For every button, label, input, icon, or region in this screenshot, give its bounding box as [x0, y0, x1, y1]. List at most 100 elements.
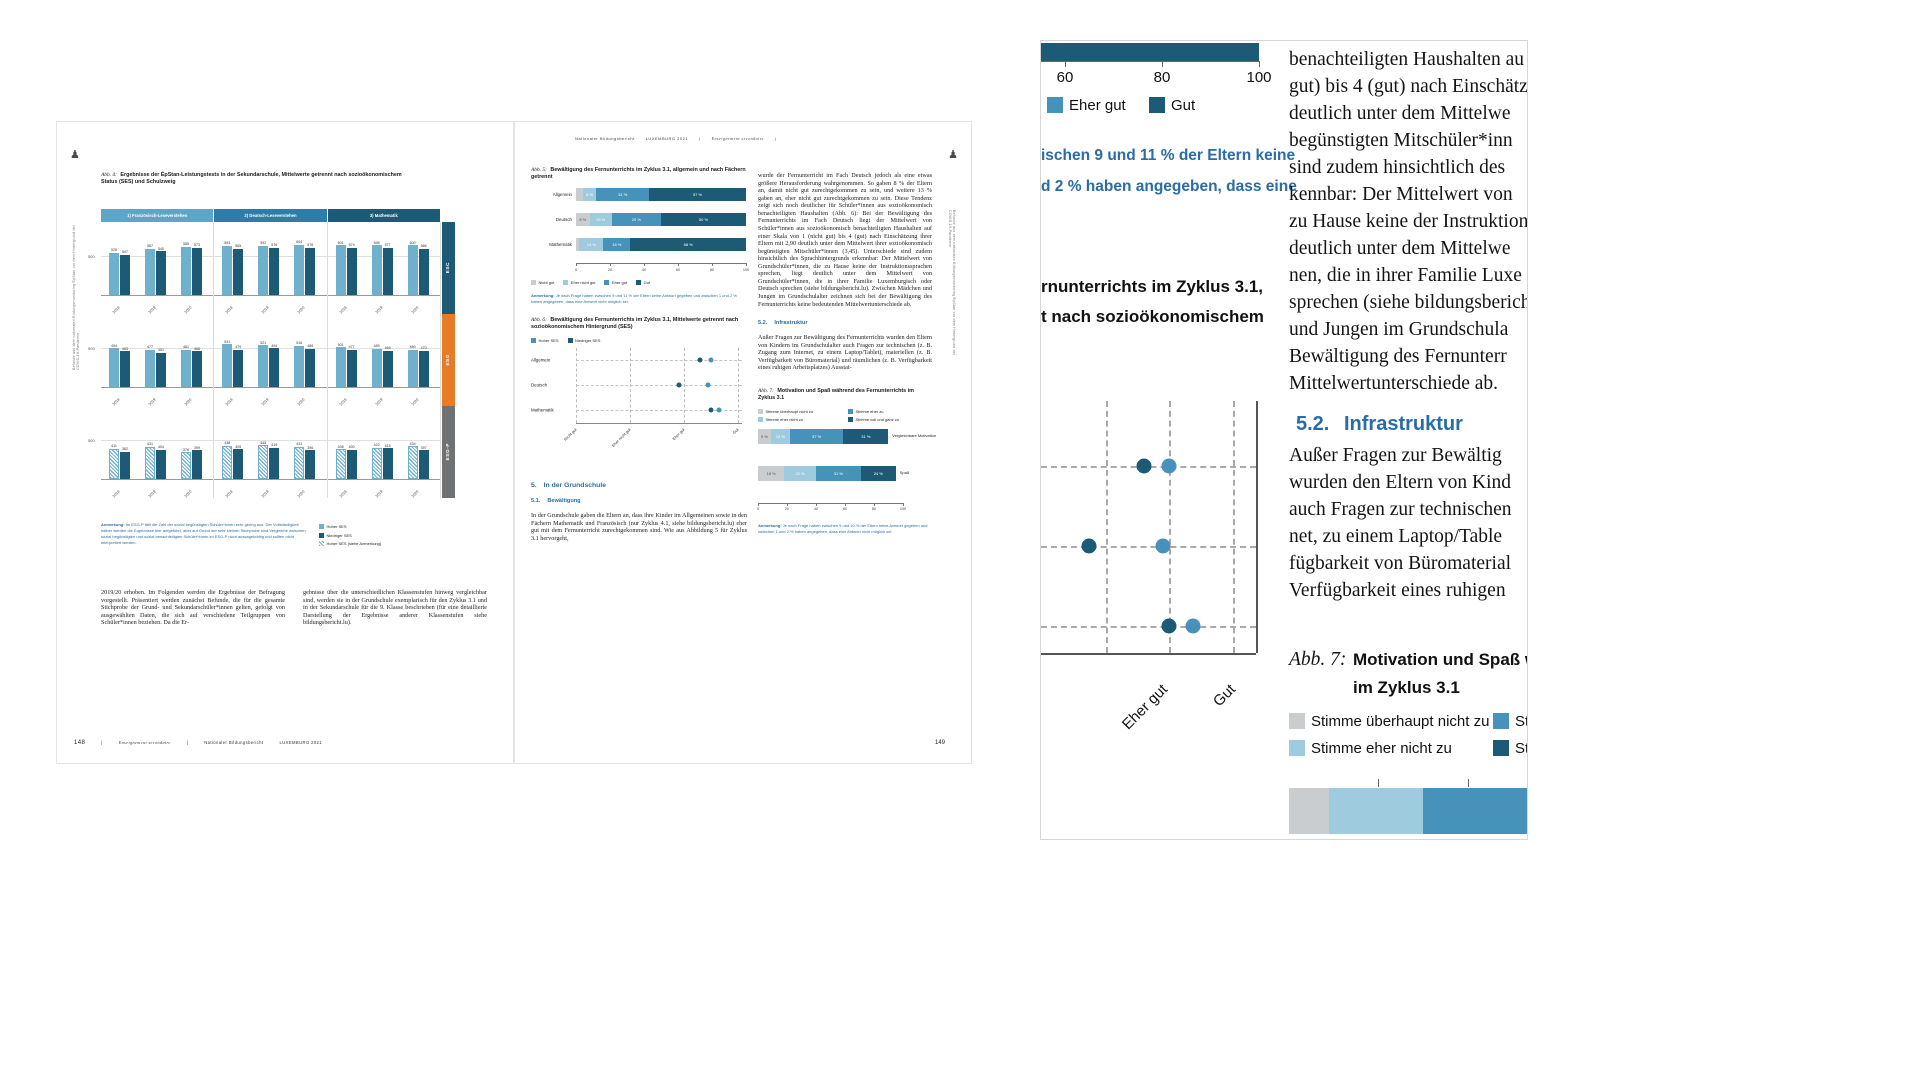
zoom-paragraph-line: Außer Fragen zur Bewältig: [1289, 445, 1502, 466]
legend-label: Stimme voll und ganz zu: [855, 416, 900, 422]
zoom-paragraph-line: Mittelwertunterschiede ab.: [1289, 373, 1499, 394]
body-column-2: gebnisse über die unterschiedlichen Klas…: [303, 589, 487, 627]
zoom-legend-label: Eher gut: [1069, 97, 1126, 114]
figure4-bar: [371, 245, 382, 295]
row-label: Allgemein: [552, 192, 572, 198]
zoom-bottom-bar-tick: [1468, 779, 1469, 787]
header-brand: Nationaler Bildungsbericht: [575, 136, 635, 141]
header-year: LUXEMBURG 2021: [645, 136, 689, 141]
figure6-legend: Hoher SES Niedriger SES: [531, 338, 747, 344]
legend-label: Niedriger SES: [575, 338, 601, 344]
figure4-baseline: [101, 295, 214, 296]
header-separator: |: [699, 136, 701, 141]
zoom-dotplot-gridline-h: [1041, 626, 1256, 628]
figure4-bar: [145, 248, 155, 295]
zoom-paragraph-line: begünstigten Mitschüler*inn: [1289, 130, 1513, 151]
zoom-paragraph-line: wurden den Eltern von Kind: [1289, 472, 1512, 493]
dotplot-dot-niedriger-ses: [676, 382, 682, 388]
axis-tick-label: 100: [742, 267, 750, 272]
zoom-paragraph-line: kennbar: Der Mittelwert von: [1289, 184, 1513, 205]
figure4-bar: [346, 449, 357, 479]
bar-segment: 13 %: [589, 213, 612, 227]
zoom-dotplot-border: [1256, 401, 1258, 653]
axis-tick: [610, 263, 611, 267]
legend-item: Hoher SES: [319, 524, 381, 529]
axis-tick-label: 100: [899, 507, 907, 512]
stacked-bar: 8 % 13 % 29 % 50 %: [576, 213, 746, 227]
figure4-bar: [407, 245, 418, 295]
zoom-section-number: 5.2.: [1296, 413, 1330, 435]
figure4-bar: [418, 450, 429, 479]
figure4-title: Ergebnisse der ÉpStan-Leistungstests in …: [101, 172, 402, 186]
figure6-caption: Abb. 6: Bewältigung des Fernunterrichts …: [531, 317, 747, 331]
axis-tick: [678, 263, 679, 267]
section-number: 5.2.: [758, 320, 768, 327]
legend-swatch: [319, 524, 324, 529]
figure4-bar-value: 422: [373, 443, 380, 448]
figure4-bar-value: 601: [337, 240, 344, 245]
figure4-bar-value: 400: [348, 445, 355, 450]
zoom-bottom-bar-segment: [1329, 788, 1423, 834]
stacked-row: Mathematik 14 % 16 % 68 %: [531, 238, 747, 252]
figure4-bar-value: 489: [373, 344, 380, 349]
legend-item: Stimme überhaupt nicht zu: [758, 408, 848, 414]
section-5-2-heading: 5.2. Infrastruktur: [758, 320, 932, 326]
figure4-plot: 500 528 507 2018 567 540 2019 585 573 2020 593 565 2…: [88, 222, 441, 499]
figure4-bar-value: 516: [296, 341, 303, 346]
figure4-year-label: 2018: [111, 489, 121, 499]
stacked-row: 9 % 13 % 37 % 31 % Vergleichbare Motivation: [758, 428, 936, 444]
zoom-bottom-bar-tick: [1378, 779, 1379, 787]
page-footer: 148 | Enseignement secondaire | National…: [74, 740, 322, 746]
figure4-year-label: 2019: [147, 489, 157, 499]
figure5-note: Anmerkung: Je nach Frage haben zwischen …: [531, 293, 747, 305]
legend-item: Nicht gut: [531, 280, 554, 286]
bar-segment: 68 %: [630, 238, 746, 252]
bar-segment: [576, 188, 583, 202]
figure4-bar: [305, 348, 316, 387]
figure4-bar-value: 411: [111, 444, 117, 449]
page-header: Nationaler Bildungsbericht LUXEMBURG 202…: [575, 136, 777, 141]
figure4-year-label: 2019: [261, 489, 270, 499]
axis-tick-label: 60: [675, 267, 681, 272]
figure7-caption: Abb. 7: Motivation und Spaß während des …: [758, 388, 932, 402]
figure4-bar: [346, 349, 357, 387]
figure4-bar-value: 469: [384, 346, 391, 351]
bar-segment: 8 %: [576, 213, 590, 227]
figure4-bar: [145, 349, 155, 387]
bar-segment: 18 %: [758, 465, 785, 481]
figure4-bar-value: 507: [122, 250, 128, 255]
figure4-caption: Abb. 4: Ergebnisse der ÉpStan-Leistungst…: [101, 172, 413, 186]
right-column: wurde der Fernunterricht im Fach Deutsch…: [757, 172, 936, 535]
zoom-paragraph-line: fügbarkeit von Büromaterial: [1289, 553, 1512, 574]
margin-caption: Befunde aus dem nationalen Bildungsmonit…: [72, 224, 80, 370]
figure4-baseline: [327, 387, 440, 388]
legend-label: Niedriger SES: [326, 532, 352, 538]
figure4-bar: [305, 247, 316, 295]
legend-swatch: [531, 338, 536, 344]
figure4-bar: [181, 246, 191, 295]
figure4-bar-value: 593: [224, 241, 231, 246]
zoom-legend-swatch: [1493, 740, 1509, 756]
figure4-bar-value: 604: [296, 240, 303, 245]
footer-separator: |: [101, 740, 103, 745]
zoom-paragraph-line: Verfügbarkeit eines ruhigen: [1289, 580, 1506, 601]
figure4-bar-value: 419: [271, 443, 278, 448]
figure4-bar: [382, 350, 393, 387]
figure4-panel: 438 405 2018 445 419 2019 431 396 2020: [214, 406, 328, 499]
axis-tick: [903, 502, 904, 506]
figure4-panel: 593 565 2018 592 576 2019 604 576 2020: [214, 222, 328, 314]
zoom-paragraph-line: deutlich unter dem Mittelwe: [1289, 238, 1511, 259]
bar-segment: 31 %: [815, 465, 861, 481]
figure4-year-label: 2019: [374, 489, 384, 499]
left-column: Abb. 5: Bewältigung des Fernunterrichts …: [531, 167, 750, 542]
body-paragraph: In der Grundschule gaben die Eltern an, …: [531, 512, 747, 542]
figure4-track-tab: ESG: [442, 314, 455, 406]
figure7-title: Motivation und Spaß während des Fernunte…: [758, 387, 914, 401]
dotplot-dot-hoher-ses: [716, 407, 722, 413]
figure4-baseline: [327, 479, 440, 480]
zoom-bottom-bar-segment: [1423, 788, 1527, 834]
figure4-bar: [222, 445, 233, 479]
figure4-bar-value: 376: [183, 447, 189, 452]
figure4-bar: [120, 451, 130, 479]
zoom-paragraph-line: deutlich unter dem Mittelwe: [1289, 103, 1511, 124]
